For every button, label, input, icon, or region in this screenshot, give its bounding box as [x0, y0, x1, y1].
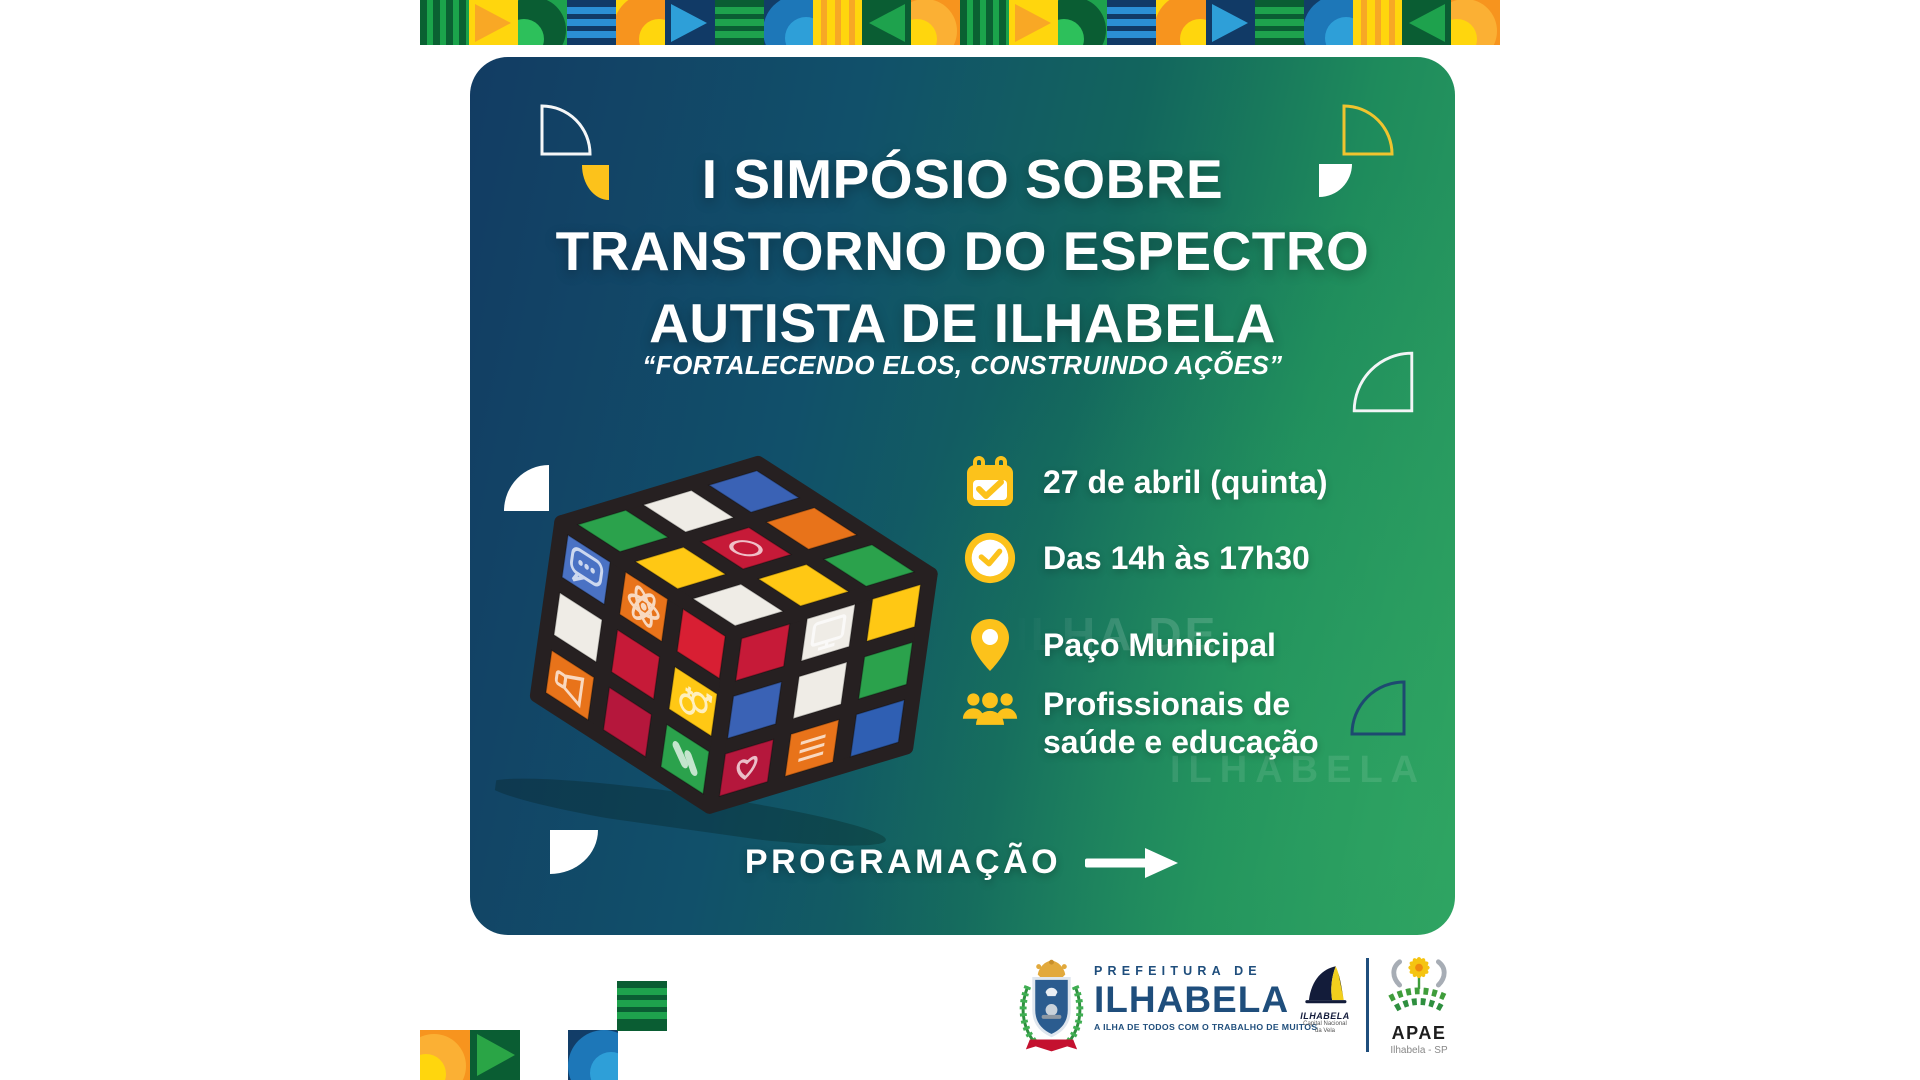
band-tile: [469, 0, 519, 45]
apae-name: APAE: [1391, 1023, 1447, 1043]
calendar-check-icon: [962, 455, 1018, 509]
detail-row-time: Das 14h às 17h30: [962, 531, 1310, 585]
corner-tile-green-bars: [617, 981, 667, 1031]
title-line-3: AUTISTA DE ILHABELA: [649, 292, 1276, 354]
band-tile: [910, 0, 961, 45]
band-tile: [1058, 0, 1108, 45]
band-tile: [1303, 0, 1353, 45]
rubiks-cube-icon: [493, 455, 938, 846]
detail-place-text: Paço Municipal: [1043, 627, 1276, 663]
people-icon: [962, 687, 1018, 733]
event-title: I SIMPÓSIO SOBRE TRANSTORNO DO ESPECTRO …: [470, 143, 1455, 359]
band-tile: [420, 0, 470, 45]
sail-logo-name: ILHABELA: [1300, 1011, 1350, 1021]
band-tile: [763, 0, 813, 45]
footer-divider: [1366, 958, 1369, 1052]
band-tile: [616, 0, 666, 45]
band-tile: [1254, 0, 1304, 45]
prefeitura-line1: PREFEITURA DE: [1094, 964, 1262, 978]
detail-row-audience: Profissionais de saúde e educação: [962, 685, 1319, 761]
location-pin-icon: [962, 617, 1018, 673]
ilhabela-sail-logo: ILHABELA Capital Nacional da Vela: [1294, 964, 1356, 1035]
apae-flower-icon: [1388, 956, 1450, 1012]
event-details: 27 de abril (quinta) Das 14h às 17h30: [962, 455, 1432, 795]
band-tile: [714, 0, 764, 45]
sail-icon: [1305, 966, 1347, 1004]
corner-tile-orange-quarter: [420, 1030, 470, 1080]
band-tile: [1450, 0, 1500, 45]
band-tile: [1352, 0, 1402, 45]
apae-logo: APAE Ilhabela - SP: [1380, 956, 1458, 1056]
band-tile: [1401, 0, 1451, 45]
prefeitura-tagline: A ILHA DE TODOS COM O TRABALHO DE MUITOS: [1094, 1022, 1318, 1032]
corner-tile-green-triangle: [470, 1030, 520, 1080]
band-tile: [861, 0, 911, 45]
band-tile: [960, 0, 1010, 45]
band-tile: [1205, 0, 1255, 45]
detail-time-text: Das 14h às 17h30: [1043, 540, 1310, 576]
quarter-circle-outline-white-icon: [1352, 351, 1414, 413]
band-tile: [1009, 0, 1059, 45]
quarter-circle-outline-yellow-icon: [1342, 104, 1394, 156]
corner-tile-blue-quarter: [568, 1030, 618, 1080]
rubiks-cube-illustration: [493, 419, 973, 862]
apae-location: Ilhabela - SP: [1390, 1045, 1448, 1056]
quarter-circle-outline-white-icon: [540, 104, 592, 156]
cta-label: PROGRAMAÇÃO: [744, 843, 1062, 881]
ilhabela-coat-of-arms-icon: [1019, 959, 1084, 1052]
band-tile: [518, 0, 568, 45]
flyer-post: ILHA DE ILHABELA I SIMPÓSIO SOBRE TRANST…: [420, 0, 1500, 1080]
programacao-cta: PROGRAMAÇÃO: [470, 843, 1455, 882]
band-tile: [1156, 0, 1206, 45]
title-line-1: I SIMPÓSIO SOBRE: [701, 148, 1224, 210]
sail-logo-subtitle: Capital Nacional da Vela: [1303, 1021, 1347, 1035]
flyer-card: ILHA DE ILHABELA I SIMPÓSIO SOBRE TRANST…: [470, 57, 1455, 935]
prefeitura-line2: ILHABELA: [1094, 979, 1290, 1020]
detail-date-text: 27 de abril (quinta): [1043, 464, 1328, 500]
title-line-2: TRANSTORNO DO ESPECTRO: [555, 220, 1370, 282]
footer-logos: PREFEITURA DE ILHABELA A ILHA DE TODOS C…: [1018, 956, 1458, 1066]
arrow-right-icon: [1085, 847, 1179, 878]
band-tile: [567, 0, 617, 45]
event-subtitle: “FORTALECENDO ELOS, CONSTRUINDO AÇÕES”: [642, 350, 1283, 380]
band-tile: [1107, 0, 1157, 45]
band-tile: [812, 0, 862, 45]
decorative-band: [420, 0, 1500, 45]
detail-row-place: Paço Municipal: [962, 617, 1276, 673]
band-tile: [665, 0, 715, 45]
prefeitura-logo-text: PREFEITURA DE ILHABELA A ILHA DE TODOS C…: [1094, 964, 1318, 1032]
quarter-circle-outline-navy-icon: [1350, 680, 1406, 736]
detail-audience-text: Profissionais de saúde e educação: [1043, 686, 1319, 760]
clock-icon: [962, 531, 1018, 585]
detail-row-date: 27 de abril (quinta): [962, 455, 1327, 509]
